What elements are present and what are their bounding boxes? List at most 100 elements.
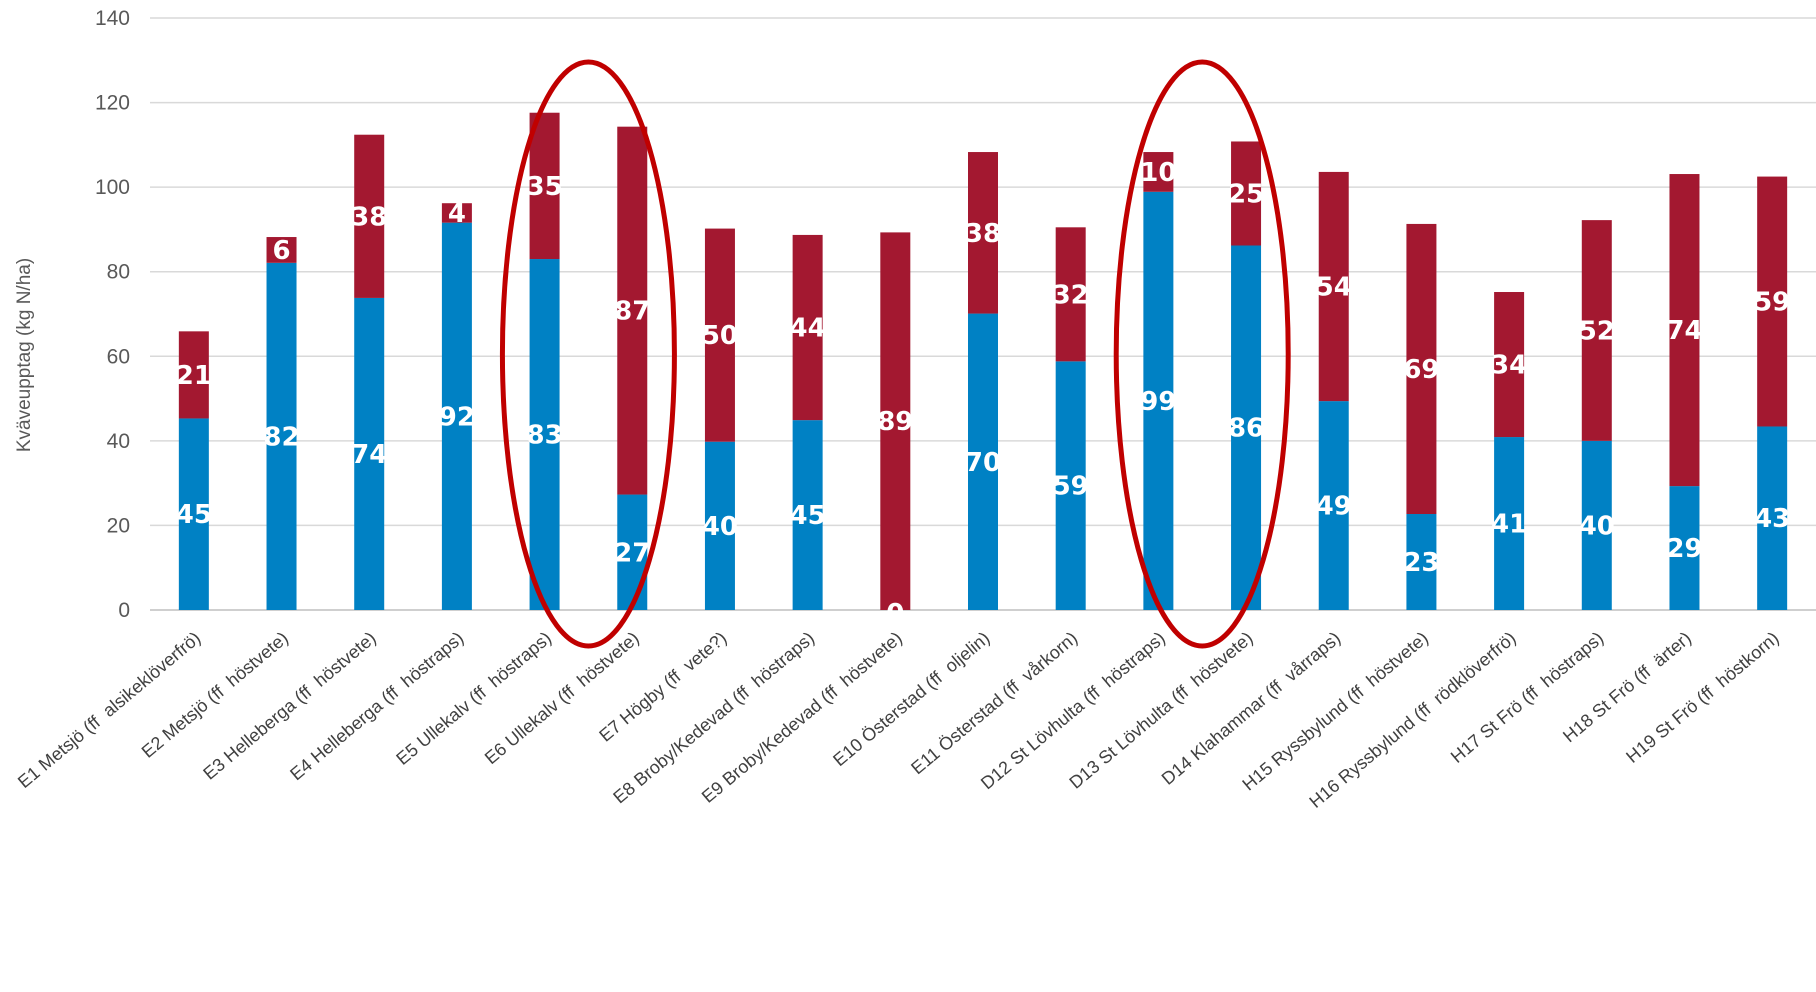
bar-segment-series-1 (968, 313, 998, 610)
bar-segment-series-1 (1231, 245, 1262, 611)
bar-segment-series-1 (441, 222, 472, 611)
data-label-series-2: 87 (614, 297, 650, 327)
category-label: E10 Österstad (ff oljelin) (829, 628, 993, 770)
bar-segment-series-2 (1318, 171, 1349, 402)
category-label: E6 Ullekalv (ff höstvete) (481, 628, 643, 769)
data-label-series-2: 32 (1053, 280, 1089, 310)
bar-segment-series-1 (1055, 361, 1086, 610)
data-label-series-1: 49 (1316, 492, 1352, 522)
data-label-series-1: 40 (1579, 511, 1615, 541)
bar-segment-series-2 (792, 234, 823, 421)
bar-segment-series-1 (266, 262, 297, 610)
data-label-series-1: 27 (614, 538, 650, 568)
data-label-series-1: 74 (351, 440, 387, 470)
data-label-series-1: 45 (790, 501, 826, 531)
data-label-series-2: 69 (1403, 355, 1439, 385)
category-label: D13 St Lövhulta (ff höstvete) (1065, 628, 1256, 793)
data-label-series-2: 89 (877, 407, 913, 437)
bar-segment-series-1 (1143, 191, 1174, 610)
y-tick-label: 80 (107, 261, 130, 284)
data-label-series-1: 23 (1403, 548, 1439, 578)
category-label: E2 Metsjö (ff höstvete) (138, 628, 292, 762)
data-label-series-1: 86 (1228, 414, 1264, 444)
data-label-series-1: 92 (439, 402, 475, 432)
bar-segment-series-2 (1055, 227, 1086, 362)
data-label-series-1: 29 (1666, 534, 1702, 564)
bar-segment-series-1 (529, 259, 560, 610)
bar-segment-series-1 (1318, 401, 1349, 610)
category-label: H19 St Frö (ff höstkorn) (1622, 628, 1783, 767)
data-label-series-1: 0 (886, 599, 904, 629)
bar-segment-series-2 (529, 112, 560, 260)
y-tick-label: 120 (95, 92, 130, 115)
category-label: D14 Klahammar (ff vårraps) (1158, 628, 1345, 789)
bar-segment-series-1 (1581, 440, 1612, 610)
category-label: E3 Helleberga (ff höstvete) (199, 628, 379, 784)
bar-segment-series-2 (178, 331, 209, 419)
category-label: E1 Metsjö (ff alsikeklöverfrö) (14, 628, 204, 792)
bar-segment-series-1 (178, 418, 209, 610)
data-label-series-1: 41 (1491, 510, 1527, 540)
y-tick-label: 0 (118, 599, 130, 622)
data-label-series-2: 10 (1140, 158, 1176, 188)
bar-segment-series-1 (1669, 486, 1700, 610)
y-tick-label: 40 (107, 430, 130, 453)
data-label-series-2: 21 (176, 361, 212, 391)
highlight-ellipse (499, 59, 677, 649)
data-label-series-2: 54 (1316, 273, 1352, 303)
bar-segment-series-2 (1494, 292, 1525, 438)
data-label-series-1: 82 (263, 422, 299, 452)
data-label-series-2: 6 (272, 236, 290, 266)
category-label: D12 St Lövhulta (ff höstraps) (977, 628, 1169, 794)
y-tick-label: 60 (107, 345, 130, 368)
data-label-series-1: 70 (965, 448, 1001, 478)
data-label-series-1: 40 (702, 512, 738, 542)
y-axis-title: Kväveupptag (kg N/ha) (14, 258, 35, 452)
data-label-series-2: 52 (1579, 316, 1615, 346)
bar-segment-series-2 (354, 134, 385, 298)
bar-segment-series-1 (1757, 426, 1788, 610)
bar-segment-series-1 (617, 494, 648, 610)
data-label-series-2: 4 (448, 199, 466, 229)
highlight-ellipse (1113, 59, 1291, 649)
category-label: E5 Ullekalv (ff höstraps) (392, 628, 555, 769)
bar-segment-series-2 (1669, 174, 1700, 487)
bar-segment-series-2 (617, 126, 648, 495)
bar-segment-series-1 (704, 441, 735, 610)
data-label-series-2: 59 (1754, 288, 1790, 318)
bar-segment-series-2 (1581, 220, 1612, 441)
data-labels: 45 21 82 6 74 38 92 4 83 35 27 87 40 50 45 44 0 89 70 38 59 3… (176, 158, 1791, 629)
bar-segment-series-1 (1406, 514, 1437, 610)
bar-segment-series-2 (1757, 176, 1788, 427)
bar-segment-series-1 (1494, 437, 1525, 610)
bar-segment-series-2 (968, 152, 998, 314)
y-tick-label: 140 (95, 7, 130, 30)
data-label-series-1: 45 (176, 500, 212, 530)
bar-segment-series-2 (880, 232, 911, 611)
bar-segment-series-2 (266, 237, 297, 263)
data-label-series-1: 83 (526, 421, 562, 451)
category-label: E11 Österstad (ff vårkorn) (907, 628, 1081, 779)
data-label-series-2: 25 (1228, 179, 1264, 209)
data-label-series-2: 50 (702, 321, 738, 351)
data-label-series-2: 34 (1491, 351, 1527, 381)
bar-segment-series-2 (441, 203, 472, 223)
data-label-series-1: 99 (1140, 387, 1176, 417)
data-label-series-2: 38 (351, 202, 387, 232)
bar-segment-series-1 (354, 297, 385, 610)
bar-segment-series-2 (1406, 223, 1437, 515)
data-label-series-2: 38 (965, 219, 1001, 249)
data-label-series-2: 35 (526, 172, 562, 202)
bar-segment-series-2 (1231, 141, 1262, 246)
data-label-series-1: 59 (1053, 472, 1089, 502)
category-label: H17 St Frö (ff höstraps) (1447, 628, 1608, 767)
y-tick-labels: 0 20 40 60 80 100 120 140 (95, 7, 130, 622)
data-label-series-2: 74 (1666, 316, 1702, 346)
bar-segment-series-2 (704, 228, 735, 442)
bar-segment-series-2 (1143, 152, 1174, 192)
bars (178, 112, 1788, 611)
data-label-series-1: 43 (1754, 504, 1790, 534)
category-labels: E1 Metsjö (ff alsikeklöverfrö)E2 Metsjö … (14, 628, 1783, 812)
category-label: E4 Helleberga (ff höstraps) (286, 628, 467, 785)
